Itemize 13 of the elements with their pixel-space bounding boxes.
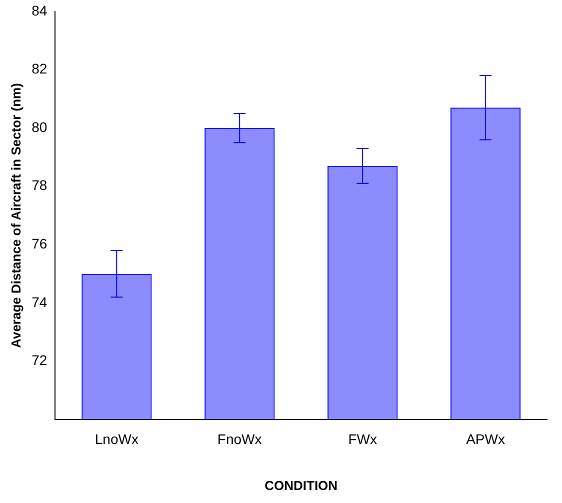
y-tick-label: 84 xyxy=(32,2,48,18)
y-tick-label: 72 xyxy=(32,352,48,368)
y-tick-label: 82 xyxy=(32,60,48,77)
y-tick-label: 80 xyxy=(32,118,48,135)
y-tick-label: 74 xyxy=(32,294,48,310)
x-tick-label: FnoWx xyxy=(217,430,262,447)
x-tick-label: LnoWx xyxy=(94,430,138,447)
x-tick-label: FWx xyxy=(348,430,377,447)
y-tick-label: 76 xyxy=(32,236,48,252)
x-axis-title: CONDITION xyxy=(264,478,338,493)
x-tick-label: APWx xyxy=(466,430,505,447)
y-axis-title: Average Distance of Aircraft in Sector (nm) xyxy=(8,83,24,348)
y-tick-label: 78 xyxy=(32,177,48,194)
